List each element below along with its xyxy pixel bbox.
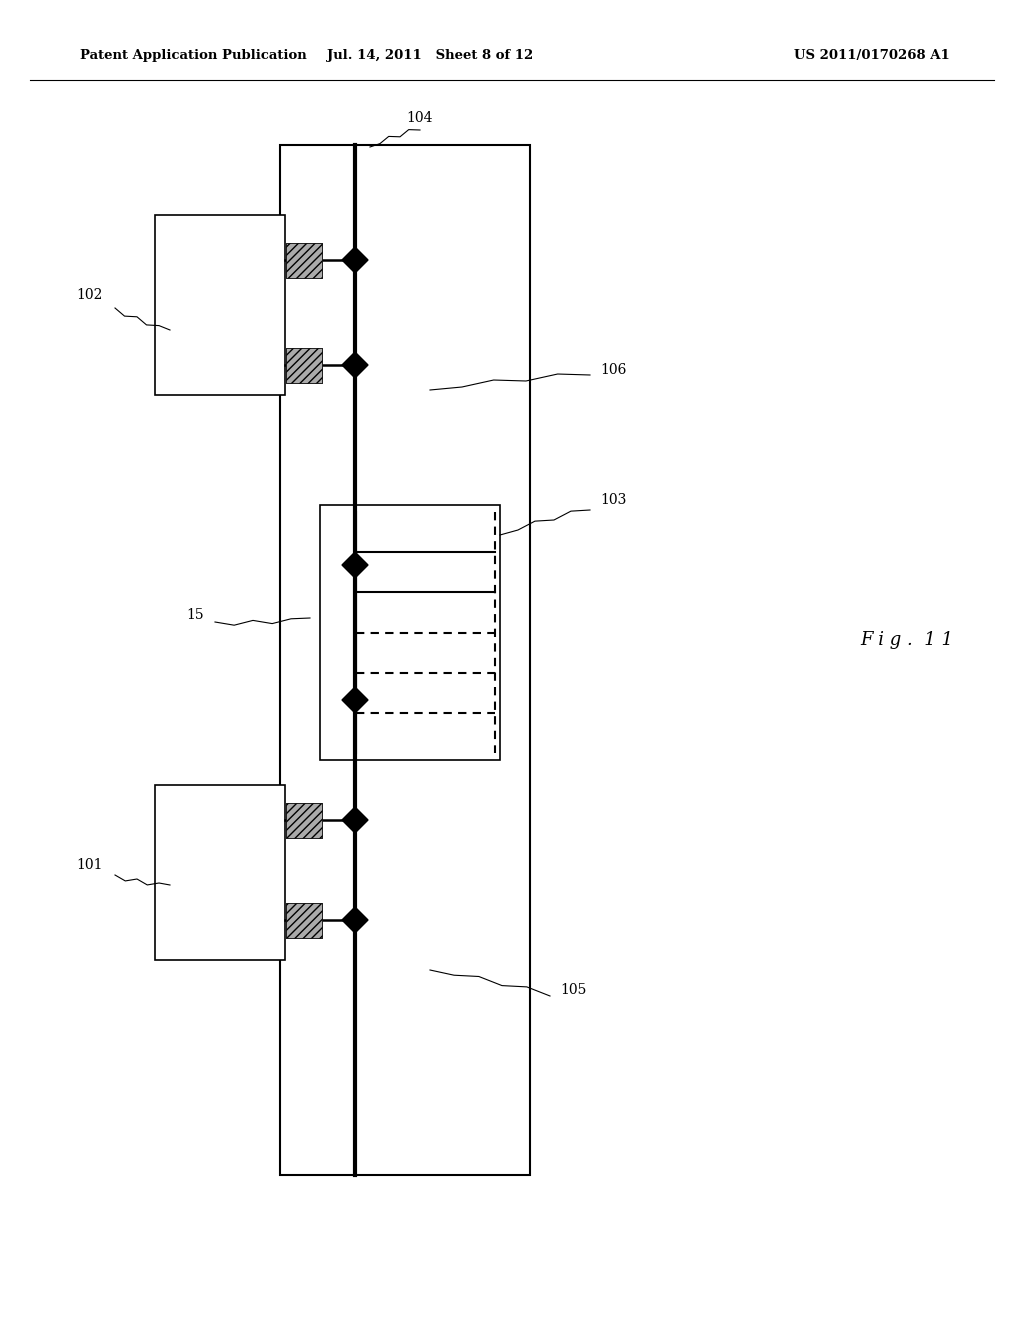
Bar <box>286 348 322 383</box>
Bar <box>155 785 285 960</box>
Bar <box>155 215 285 395</box>
Bar <box>286 903 322 939</box>
Bar <box>286 348 322 383</box>
Text: US 2011/0170268 A1: US 2011/0170268 A1 <box>795 49 950 62</box>
Text: 102: 102 <box>77 288 103 302</box>
Text: 104: 104 <box>407 111 433 125</box>
Bar <box>319 506 500 760</box>
Text: Patent Application Publication: Patent Application Publication <box>80 49 307 62</box>
Text: Jul. 14, 2011   Sheet 8 of 12: Jul. 14, 2011 Sheet 8 of 12 <box>327 49 534 62</box>
Text: 105: 105 <box>560 983 587 997</box>
Bar <box>286 903 322 939</box>
Bar <box>286 803 322 838</box>
Polygon shape <box>342 686 368 713</box>
Text: F i g .  1 1: F i g . 1 1 <box>860 631 953 649</box>
Text: 15: 15 <box>186 609 204 622</box>
Polygon shape <box>342 552 368 578</box>
Polygon shape <box>342 247 368 273</box>
Polygon shape <box>342 807 368 833</box>
Polygon shape <box>342 907 368 933</box>
Text: 101: 101 <box>77 858 103 873</box>
Polygon shape <box>342 352 368 378</box>
Text: 106: 106 <box>600 363 627 378</box>
Bar <box>286 243 322 279</box>
Text: 103: 103 <box>600 492 627 507</box>
Bar <box>286 243 322 279</box>
Bar <box>286 803 322 838</box>
Bar <box>280 145 530 1175</box>
